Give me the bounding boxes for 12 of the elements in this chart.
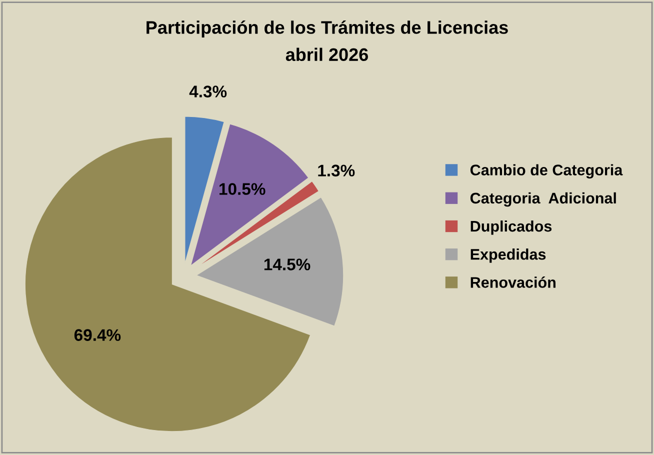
data-label: 14.5% [264,258,310,270]
legend-label: Renovación [470,276,556,288]
chart-title: Participación de los Trámites de Licencias [146,20,508,38]
data-label: 69.4% [74,329,121,341]
chart-subtitle: abril 2026 [286,48,368,62]
data-label: 1.3% [318,164,355,176]
data-label: 4.3% [189,86,227,98]
legend-label: Expedidas [470,248,546,263]
data-label: 10.5% [220,183,266,195]
legend-label: Cambio de Categoria [470,164,623,179]
legend-label: Categoria Adicional [470,192,616,207]
legend-label: Duplicados [470,220,552,235]
